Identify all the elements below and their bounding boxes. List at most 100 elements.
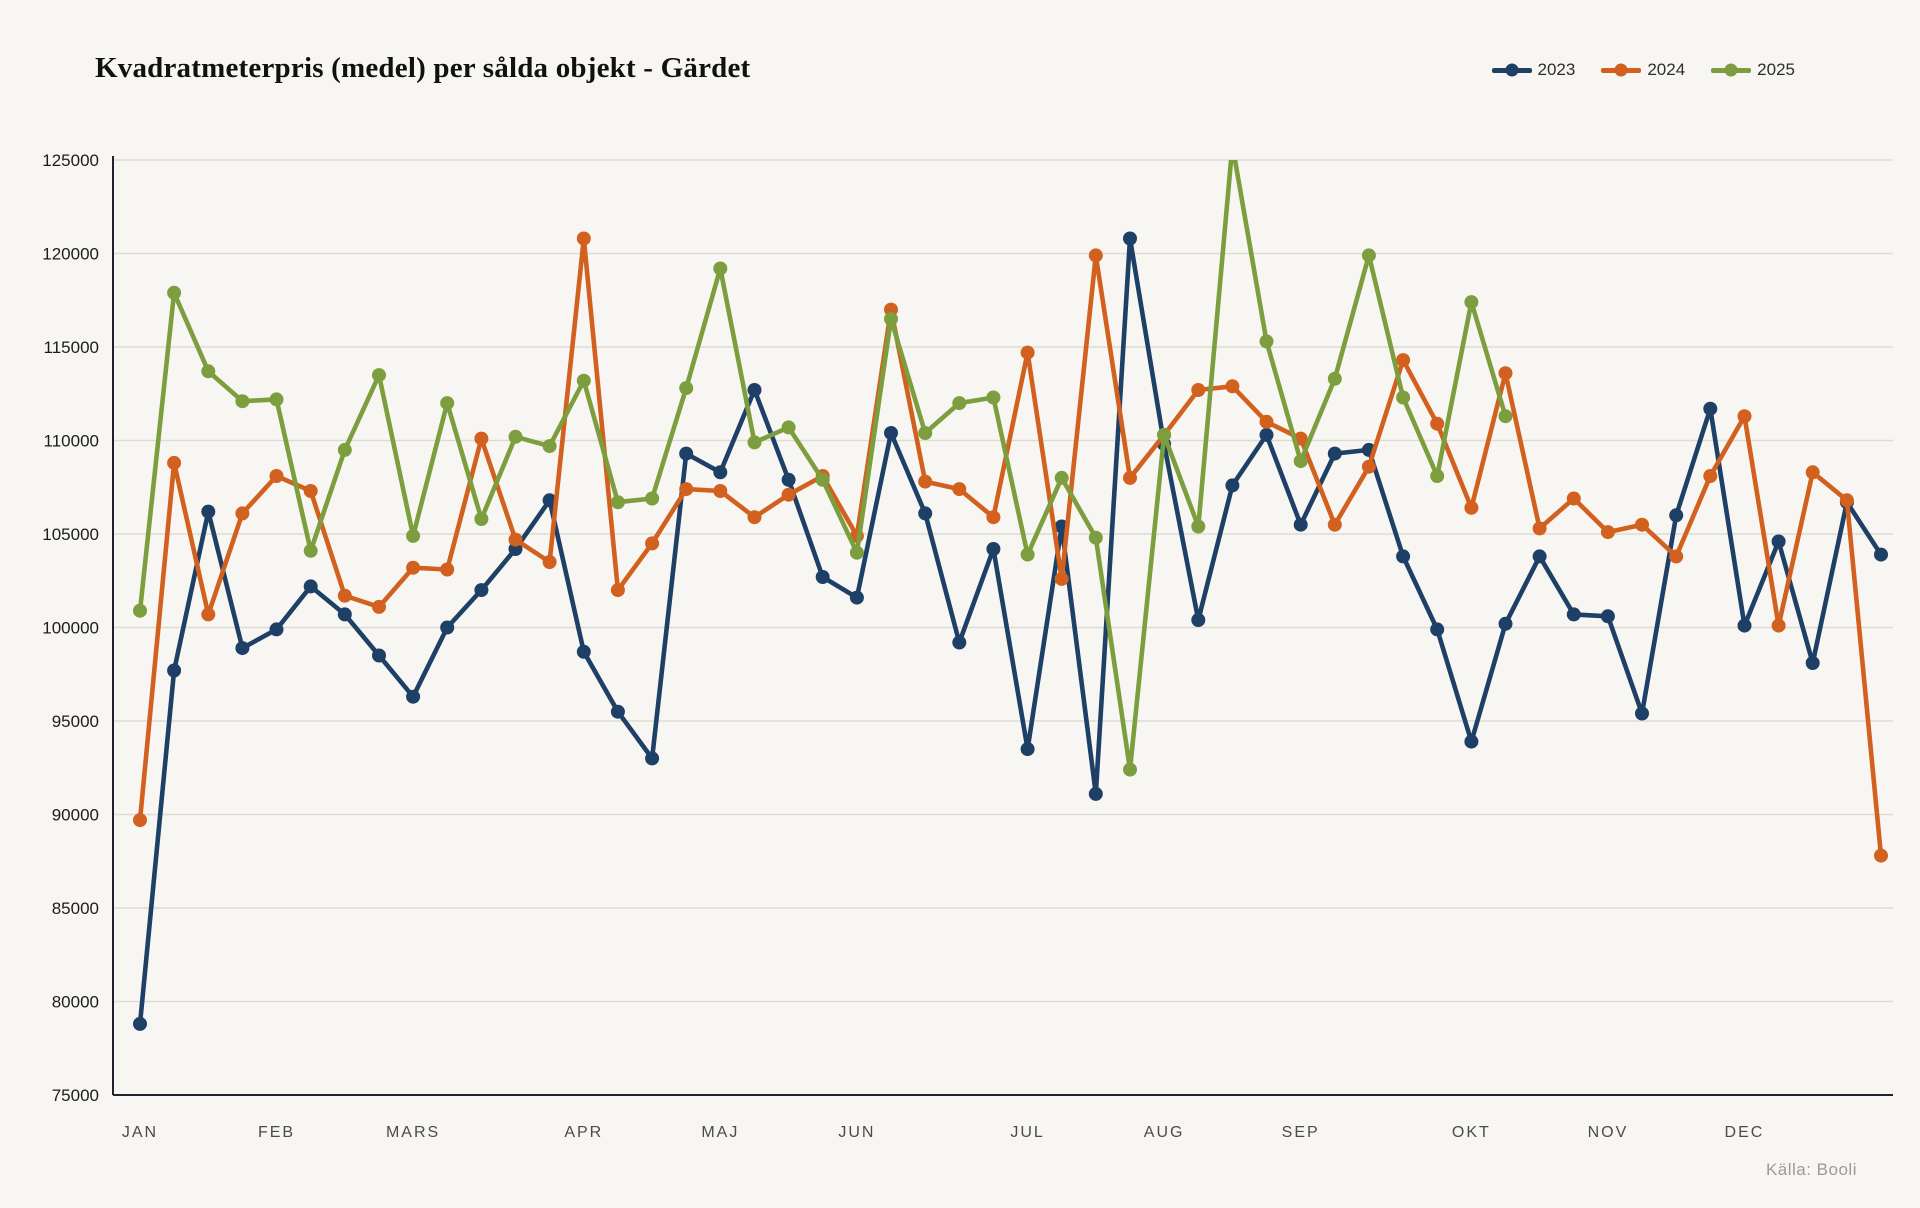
data-point-2024-w17[interactable] (679, 482, 694, 497)
data-point-2023-w14[interactable] (576, 644, 591, 659)
data-point-2023-w49[interactable] (1771, 534, 1786, 549)
data-point-2024-w49[interactable] (1771, 618, 1786, 633)
data-point-2024-w2[interactable] (167, 455, 182, 470)
data-point-2024-w15[interactable] (610, 583, 625, 598)
data-point-2024-w42[interactable] (1532, 521, 1547, 536)
data-point-2024-w10[interactable] (440, 562, 455, 577)
data-point-2025-w39[interactable] (1430, 469, 1445, 483)
data-point-2024-w34[interactable] (1259, 414, 1274, 429)
data-point-2024-w5[interactable] (269, 469, 284, 483)
data-point-2025-w9[interactable] (406, 528, 421, 543)
data-point-2023-w50[interactable] (1805, 656, 1820, 670)
data-point-2024-w12[interactable] (508, 532, 523, 547)
data-point-2023-w23[interactable] (884, 426, 898, 440)
data-point-2023-w7[interactable] (337, 607, 352, 622)
data-point-2024-w20[interactable] (781, 487, 796, 502)
data-point-2023-w35[interactable] (1293, 517, 1308, 532)
data-point-2023-w47[interactable] (1703, 401, 1718, 416)
data-point-2023-w11[interactable] (474, 583, 489, 598)
data-point-2025-w40[interactable] (1464, 295, 1479, 310)
data-point-2023-w18[interactable] (713, 465, 728, 480)
data-point-2025-w32[interactable] (1191, 519, 1206, 534)
data-point-2025-w26[interactable] (986, 390, 1001, 405)
data-point-2025-w38[interactable] (1396, 390, 1411, 405)
data-point-2023-w48[interactable] (1737, 618, 1752, 633)
data-point-2024-w8[interactable] (372, 599, 386, 614)
data-point-2025-w21[interactable] (815, 472, 830, 487)
data-point-2024-w13[interactable] (542, 555, 557, 569)
data-point-2023-w19[interactable] (747, 383, 762, 397)
data-point-2025-w23[interactable] (884, 312, 898, 326)
data-point-2025-w2[interactable] (167, 285, 182, 300)
data-point-2023-w43[interactable] (1566, 607, 1581, 622)
data-point-2023-w21[interactable] (815, 570, 830, 584)
data-point-2025-w17[interactable] (679, 381, 694, 396)
data-point-2024-w38[interactable] (1396, 353, 1411, 368)
data-point-2024-w14[interactable] (576, 231, 591, 246)
data-point-2024-w32[interactable] (1191, 383, 1206, 397)
data-point-2023-w33[interactable] (1225, 478, 1240, 493)
data-point-2023-w6[interactable] (303, 579, 318, 594)
data-point-2023-w27[interactable] (1020, 742, 1035, 757)
data-point-2023-w8[interactable] (372, 648, 386, 663)
data-point-2024-w43[interactable] (1566, 491, 1581, 506)
data-point-2023-w45[interactable] (1635, 706, 1649, 721)
data-point-2025-w36[interactable] (1327, 371, 1342, 386)
data-point-2025-w35[interactable] (1293, 454, 1308, 469)
legend-item-2025[interactable]: 2025 (1711, 60, 1795, 80)
data-point-2024-w6[interactable] (303, 484, 318, 498)
data-point-2023-w2[interactable] (167, 663, 182, 678)
data-point-2023-w41[interactable] (1498, 616, 1513, 631)
data-point-2024-w47[interactable] (1703, 469, 1718, 483)
data-point-2024-w52[interactable] (1874, 848, 1888, 863)
data-point-2023-w26[interactable] (986, 542, 1001, 556)
data-point-2023-w13[interactable] (542, 493, 557, 508)
data-point-2025-w3[interactable] (201, 364, 216, 379)
data-point-2024-w24[interactable] (918, 474, 933, 489)
data-point-2024-w41[interactable] (1498, 366, 1513, 381)
data-point-2024-w40[interactable] (1464, 500, 1479, 515)
data-point-2024-w27[interactable] (1020, 345, 1035, 360)
data-point-2023-w42[interactable] (1532, 549, 1547, 564)
data-point-2023-w3[interactable] (201, 504, 216, 519)
data-point-2024-w48[interactable] (1737, 409, 1752, 424)
data-point-2024-w44[interactable] (1600, 525, 1615, 540)
data-point-2025-w5[interactable] (269, 392, 284, 407)
data-point-2024-w18[interactable] (713, 484, 728, 498)
legend-item-2024[interactable]: 2024 (1601, 60, 1685, 80)
data-point-2024-w9[interactable] (406, 560, 421, 575)
data-point-2025-w34[interactable] (1259, 334, 1274, 349)
data-point-2024-w26[interactable] (986, 510, 1001, 525)
legend-item-2023[interactable]: 2023 (1491, 60, 1575, 80)
data-point-2023-w20[interactable] (781, 472, 796, 487)
data-point-2025-w22[interactable] (849, 545, 864, 560)
data-point-2023-w40[interactable] (1464, 734, 1479, 749)
data-point-2025-w15[interactable] (610, 495, 625, 510)
data-point-2023-w24[interactable] (918, 506, 933, 521)
data-point-2024-w30[interactable] (1123, 470, 1137, 485)
data-point-2023-w39[interactable] (1430, 622, 1445, 637)
data-point-2023-w29[interactable] (1088, 786, 1103, 801)
data-point-2024-w7[interactable] (337, 588, 352, 603)
data-point-2023-w1[interactable] (133, 1016, 147, 1031)
data-point-2023-w38[interactable] (1396, 549, 1411, 564)
data-point-2024-w3[interactable] (201, 607, 216, 622)
data-point-2024-w25[interactable] (952, 482, 967, 497)
data-point-2023-w46[interactable] (1669, 508, 1684, 523)
data-point-2025-w28[interactable] (1054, 470, 1069, 485)
data-point-2024-w45[interactable] (1635, 517, 1649, 532)
data-point-2024-w50[interactable] (1805, 465, 1820, 480)
data-point-2025-w31[interactable] (1157, 427, 1172, 442)
data-point-2023-w44[interactable] (1600, 609, 1615, 624)
data-point-2025-w29[interactable] (1088, 530, 1103, 545)
data-point-2023-w52[interactable] (1874, 547, 1888, 562)
data-point-2025-w11[interactable] (474, 512, 489, 526)
data-point-2025-w13[interactable] (542, 439, 557, 454)
data-point-2025-w10[interactable] (440, 396, 455, 411)
data-point-2024-w36[interactable] (1327, 517, 1342, 532)
data-point-2023-w32[interactable] (1191, 613, 1206, 627)
data-point-2024-w33[interactable] (1225, 379, 1240, 394)
data-point-2024-w1[interactable] (133, 813, 147, 828)
data-point-2025-w19[interactable] (747, 435, 762, 450)
